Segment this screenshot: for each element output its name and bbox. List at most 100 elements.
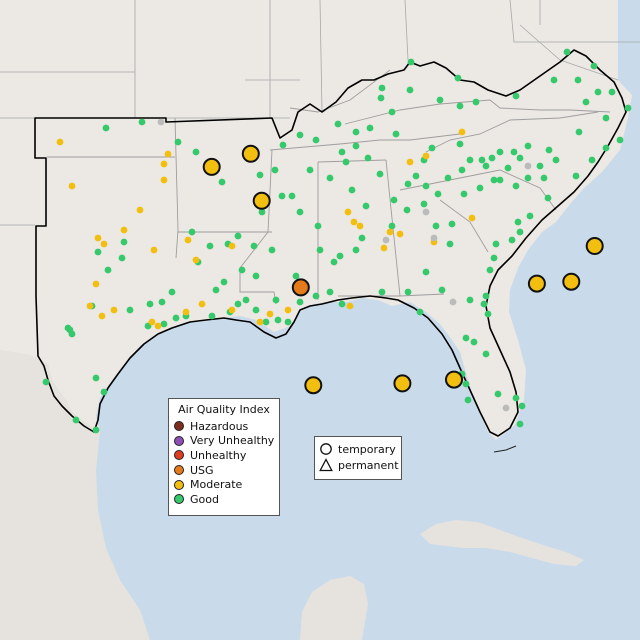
region-outline bbox=[34, 49, 627, 437]
good-monitor-dot bbox=[338, 300, 346, 308]
circle-icon bbox=[320, 443, 332, 455]
good-monitor-dot bbox=[250, 242, 258, 250]
good-monitor-dot bbox=[158, 298, 166, 306]
good-monitor-dot bbox=[256, 171, 264, 179]
good-monitor-dot bbox=[296, 298, 304, 306]
good-monitor-dot bbox=[348, 186, 356, 194]
good-monitor-dot bbox=[288, 192, 296, 200]
good-monitor-dot bbox=[602, 114, 610, 122]
good-monitor-dot bbox=[590, 62, 598, 70]
good-monitor-dot bbox=[524, 174, 532, 182]
good-monitor-dot bbox=[436, 96, 444, 104]
temporary-monitor-marker bbox=[393, 374, 412, 393]
good-monitor-dot bbox=[432, 222, 440, 230]
good-monitor-dot bbox=[494, 390, 502, 398]
moderate-monitor-dot bbox=[458, 128, 466, 136]
moderate-monitor-dot bbox=[256, 318, 264, 326]
moderate-monitor-dot bbox=[154, 322, 162, 330]
moderate-monitor-dot bbox=[380, 244, 388, 252]
good-monitor-dot bbox=[480, 300, 488, 308]
moderate-monitor-dot bbox=[100, 240, 108, 248]
nodata-monitor-dot bbox=[382, 236, 390, 244]
mexico-landmass bbox=[0, 350, 150, 640]
triangle-icon bbox=[319, 458, 333, 472]
good-monitor-dot bbox=[508, 236, 516, 244]
nodata-monitor-dot bbox=[157, 118, 165, 126]
good-monitor-dot bbox=[284, 318, 292, 326]
good-monitor-dot bbox=[262, 318, 270, 326]
good-monitor-dot bbox=[306, 166, 314, 174]
good-monitor-dot bbox=[160, 320, 168, 328]
good-monitor-dot bbox=[608, 88, 616, 96]
moderate-monitor-dot bbox=[386, 228, 394, 236]
good-monitor-dot bbox=[296, 208, 304, 216]
unhealthy-swatch bbox=[174, 450, 184, 461]
good-monitor-dot bbox=[446, 240, 454, 248]
good-monitor-dot bbox=[238, 266, 246, 274]
temporary-monitor-marker bbox=[241, 144, 260, 163]
moderate-monitor-dot bbox=[182, 308, 190, 316]
good-monitor-dot bbox=[448, 220, 456, 228]
very-unhealthy-swatch bbox=[174, 435, 184, 446]
good-monitor-dot bbox=[42, 378, 50, 386]
moderate-swatch bbox=[174, 479, 184, 490]
good-monitor-dot bbox=[212, 286, 220, 294]
usg-swatch bbox=[174, 465, 184, 476]
good-swatch bbox=[174, 494, 184, 505]
good-monitor-dot bbox=[428, 144, 436, 152]
good-monitor-dot bbox=[524, 142, 532, 150]
nodata-monitor-dot bbox=[502, 404, 510, 412]
good-monitor-dot bbox=[362, 202, 370, 210]
nodata-monitor-dots bbox=[157, 118, 532, 412]
good-monitor-dot bbox=[624, 104, 632, 112]
good-monitor-dots bbox=[42, 48, 632, 434]
good-monitor-dot bbox=[272, 296, 280, 304]
good-monitor-dot bbox=[404, 180, 412, 188]
nodata-monitor-dot bbox=[524, 162, 532, 170]
good-monitor-dot bbox=[478, 156, 486, 164]
good-monitor-dot bbox=[172, 314, 180, 322]
good-monitor-dot bbox=[268, 246, 276, 254]
good-monitor-dot bbox=[364, 154, 372, 162]
temporary-monitor-markers bbox=[202, 144, 604, 395]
good-monitor-dot bbox=[516, 420, 524, 428]
legend-label: Hazardous bbox=[190, 419, 249, 433]
good-monitor-dot bbox=[326, 288, 334, 296]
good-monitor-dot bbox=[536, 162, 544, 170]
good-monitor-dot bbox=[188, 228, 196, 236]
good-monitor-dot bbox=[120, 238, 128, 246]
moderate-monitor-dot bbox=[148, 318, 156, 326]
good-monitor-dot bbox=[545, 146, 553, 154]
moderate-monitor-dot bbox=[110, 306, 118, 314]
good-monitor-dot bbox=[512, 394, 520, 402]
good-monitor-dot bbox=[64, 324, 72, 332]
good-monitor-dot bbox=[352, 142, 360, 150]
good-monitor-dot bbox=[512, 182, 520, 190]
good-monitor-dot bbox=[378, 84, 386, 92]
good-monitor-dot bbox=[94, 248, 102, 256]
good-monitor-dot bbox=[466, 156, 474, 164]
good-monitor-dot bbox=[192, 148, 200, 156]
good-monitor-dot bbox=[438, 286, 446, 294]
good-monitor-dot bbox=[482, 292, 490, 300]
moderate-monitor-dot bbox=[98, 312, 106, 320]
good-monitor-dot bbox=[168, 288, 176, 296]
moderate-monitor-dot bbox=[94, 234, 102, 242]
good-monitor-dot bbox=[490, 254, 498, 262]
good-monitor-dot bbox=[422, 182, 430, 190]
good-monitor-dot bbox=[470, 338, 478, 346]
legend-item-temporary: temporary bbox=[315, 441, 401, 457]
good-monitor-dot bbox=[458, 166, 466, 174]
cuba-landmass bbox=[420, 520, 584, 566]
good-monitor-dot bbox=[92, 426, 100, 434]
good-monitor-dot bbox=[496, 148, 504, 156]
legend-item-moderate: Moderate bbox=[169, 477, 279, 492]
good-monitor-dot bbox=[488, 154, 496, 162]
good-monitor-dot bbox=[326, 174, 334, 182]
good-monitor-dot bbox=[338, 148, 346, 156]
good-monitor-dot bbox=[526, 212, 534, 220]
moderate-monitor-dot bbox=[228, 306, 236, 314]
legend-label: Very Unhealthy bbox=[190, 434, 275, 448]
good-monitor-dot bbox=[496, 176, 504, 184]
moderate-monitor-dot bbox=[228, 242, 236, 250]
